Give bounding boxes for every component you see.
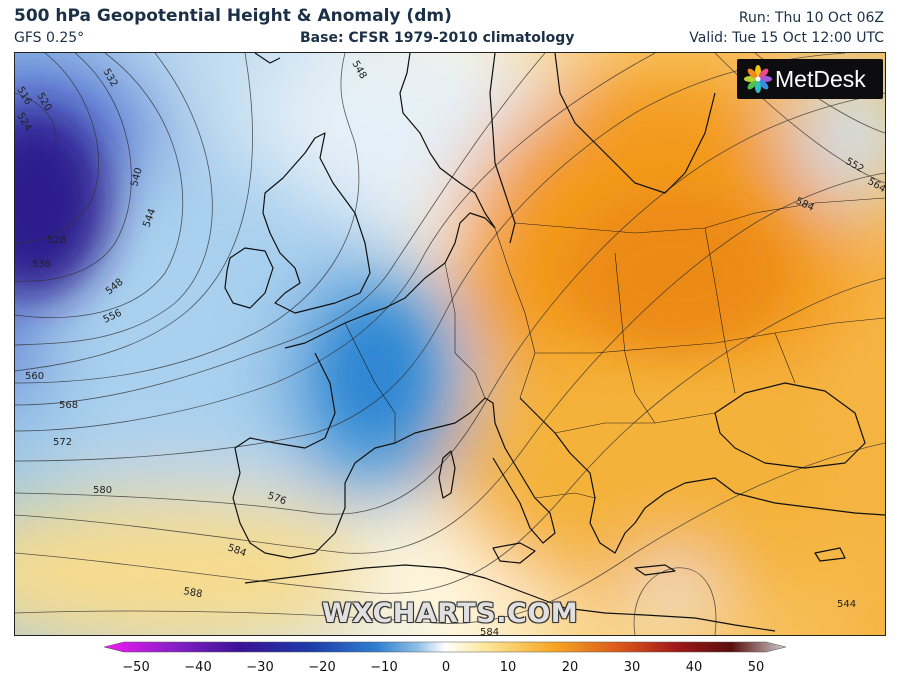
anomaly-core-shading: [15, 108, 785, 433]
contour-label: 528: [47, 235, 66, 246]
model-label: GFS 0.25°: [14, 30, 85, 46]
contour-label: 572: [53, 437, 72, 448]
contour-label: 560: [25, 371, 44, 382]
colorbar-tick: 10: [499, 660, 517, 675]
climatology-base-label: Base: CFSR 1979-2010 climatology: [300, 30, 575, 46]
contour-label: 568: [59, 400, 78, 411]
colorbar-tick: 0: [441, 660, 451, 675]
coastlines: [224, 53, 885, 632]
colorbar-tick: −20: [308, 660, 336, 675]
contour-label: 540: [129, 166, 145, 187]
colorbar: −50 −40 −30 −20 −10 0 10 20 30 40 50: [0, 640, 900, 689]
colorbar-tick: −30: [246, 660, 274, 675]
colorbar-tick: 40: [685, 660, 703, 675]
colorbar-gradient: [103, 641, 787, 653]
valid-time-label: Valid: Tue 15 Oct 12:00 UTC: [689, 30, 884, 46]
contour-label: 544: [837, 599, 856, 610]
colorbar-tick: 50: [747, 660, 765, 675]
anomaly-shading: [15, 53, 885, 635]
metdesk-logo: MetDesk: [737, 59, 883, 99]
chart-title: 500 hPa Geopotential Height & Anomaly (d…: [14, 6, 452, 26]
colorbar-tick: −10: [370, 660, 398, 675]
anomaly-map: 532 516 520 524 528 536 540 544 548 556 …: [15, 53, 885, 635]
colorbar-tick: −40: [184, 660, 212, 675]
height-contours: [15, 53, 885, 635]
map-frame: 532 516 520 524 528 536 540 544 548 556 …: [14, 52, 886, 636]
country-borders: [344, 197, 885, 499]
colorbar-tick: 20: [561, 660, 579, 675]
run-time-label: Run: Thu 10 Oct 06Z: [738, 10, 884, 26]
metdesk-logo-text: MetDesk: [775, 66, 866, 92]
contour-label: 536: [32, 259, 51, 270]
contour-label: 588: [182, 586, 203, 600]
colorbar-tick: −50: [122, 660, 150, 675]
contour-label: 584: [480, 627, 499, 635]
metdesk-flower-icon: [744, 65, 772, 93]
contour-label: 580: [93, 485, 112, 496]
colorbar-tick: 30: [623, 660, 641, 675]
